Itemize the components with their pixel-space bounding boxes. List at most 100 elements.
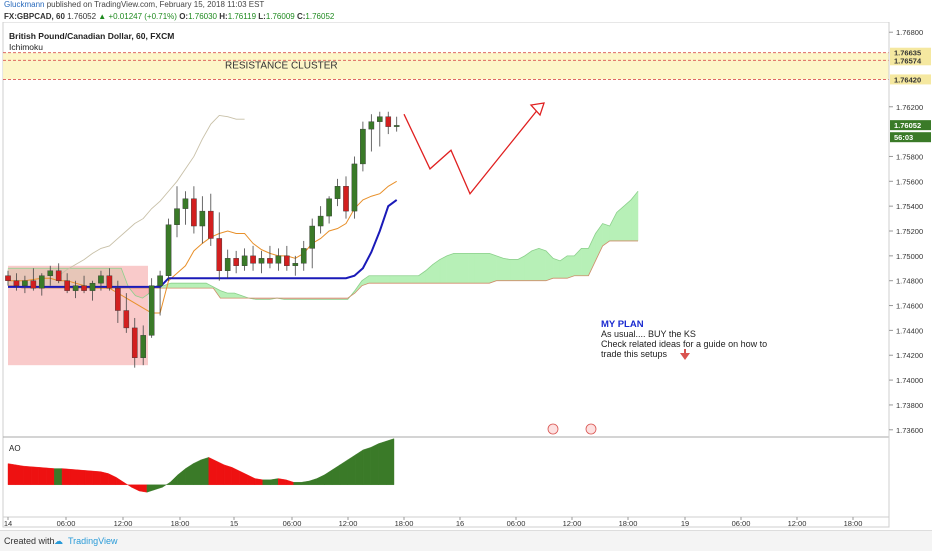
price-tick-label: 1.76800 <box>896 28 923 37</box>
cloud-bullish <box>623 199 632 242</box>
cloud-bullish <box>467 253 476 284</box>
candle-bearish <box>385 116 392 127</box>
plan-line: Check related ideas for a guide on how t… <box>601 339 767 349</box>
price-tick-label: 1.75200 <box>896 227 923 236</box>
cloud-bullish <box>375 275 384 284</box>
high-label: H: <box>219 12 228 21</box>
price-tick-label: 1.76200 <box>896 103 923 112</box>
created-with-text: Created with <box>4 536 55 546</box>
ao-bar-falling <box>84 470 94 485</box>
candle-bearish <box>64 280 70 291</box>
cloud-bullish <box>170 282 179 289</box>
price-tick-label: 1.74400 <box>896 326 923 335</box>
cloud-bullish <box>446 253 455 284</box>
ao-bar-rising <box>347 454 356 485</box>
kijun-line <box>8 199 398 288</box>
cloud-bullish <box>496 255 504 281</box>
ao-bar-falling <box>46 467 55 485</box>
ao-bar-rising <box>193 459 202 485</box>
candle-bearish <box>250 255 256 264</box>
projection-arrowhead <box>529 102 545 117</box>
ao-bar-rising <box>270 478 279 485</box>
cloud-bullish <box>517 255 525 281</box>
candle-bullish <box>140 335 147 358</box>
ao-bar-falling <box>208 457 217 485</box>
cloud-bullish <box>566 255 575 279</box>
tradingview-cloud-icon: ☁ <box>54 536 63 546</box>
price-tag-label: 1.76052 <box>894 121 921 130</box>
ao-bar-rising <box>370 443 379 485</box>
price-tag <box>890 132 931 143</box>
author-link[interactable]: Gluckmann <box>4 0 45 9</box>
price-chart[interactable]: British Pound/Canadian Dollar, 60, FXCM … <box>0 22 932 530</box>
ao-bar-falling <box>216 460 225 485</box>
candle-bullish <box>72 285 79 291</box>
ao-bar-falling <box>30 466 40 485</box>
time-tick-label: 06:00 <box>507 519 526 528</box>
time-tick-label: 18:00 <box>171 519 190 528</box>
price-tick-label: 1.75600 <box>896 177 923 186</box>
ohlc-bar: FX:GBPCAD, 60 1.76052 ▲ +0.01247 (+0.71%… <box>0 12 932 23</box>
change-up-icon: ▲ <box>98 12 107 21</box>
senkou-b-line <box>8 240 638 299</box>
resistance-label: RESISTANCE CLUSTER <box>225 60 338 71</box>
symbol-label: FX:GBPCAD, 60 <box>4 12 65 21</box>
ao-bar-falling <box>61 468 70 485</box>
open-label: O: <box>179 12 189 21</box>
candle-bullish <box>309 225 316 249</box>
plan-heading: MY PLAN <box>601 319 644 330</box>
candle-bullish <box>275 255 282 264</box>
high-value: 1.76119 <box>227 12 257 21</box>
cloud-bullish <box>503 258 511 281</box>
candle-bearish <box>343 186 349 212</box>
price-tick-label: 1.74000 <box>896 376 923 385</box>
candle-bearish <box>233 258 239 266</box>
open-value: 1.76030 <box>188 12 217 21</box>
candle-bearish <box>81 285 87 291</box>
cloud-bullish <box>482 253 490 284</box>
candle-bearish <box>55 270 62 281</box>
price-tag-label: 1.76574 <box>894 56 922 65</box>
time-tick-label: 14 <box>4 519 12 528</box>
price-tag <box>890 55 931 66</box>
cloud-bullish <box>404 275 412 284</box>
price-tick-label: 1.73800 <box>896 401 923 410</box>
resistance-zone <box>3 52 889 80</box>
time-tick-label: 18:00 <box>395 519 414 528</box>
price-axis <box>889 22 932 527</box>
low-label: L: <box>258 12 266 21</box>
chikou-line <box>58 114 245 277</box>
price-tick-label: 1.74600 <box>896 302 923 311</box>
candle-bullish <box>98 275 104 284</box>
candle-bearish <box>5 275 11 281</box>
ao-bar-rising <box>362 447 372 485</box>
ao-bar-falling <box>254 478 263 485</box>
price-tick-label: 1.74200 <box>896 351 923 360</box>
candle-bearish <box>106 275 113 289</box>
cloud-bullish <box>581 248 589 276</box>
cloud-bullish <box>382 275 391 284</box>
candle-bullish <box>174 208 180 225</box>
tradingview-brand[interactable]: TradingView <box>68 536 118 546</box>
candle-bullish <box>300 248 307 264</box>
ao-bar-falling <box>69 468 78 485</box>
footer-bar: Created with ☁ TradingView <box>0 530 932 551</box>
close-label: C: <box>296 12 306 21</box>
ao-bar-falling <box>139 484 148 493</box>
change-value: +0.01247 (+0.71%) <box>108 12 177 21</box>
candle-bearish <box>267 258 273 264</box>
price-tag-label: 1.76420 <box>894 75 921 84</box>
candle-bullish <box>224 258 231 271</box>
candle-bullish <box>165 224 172 276</box>
candle-bullish <box>199 210 206 227</box>
time-tick-label: 19 <box>681 519 689 528</box>
cloud-bullish <box>227 292 235 299</box>
candle-bullish <box>351 163 358 212</box>
cloud-bullish <box>177 282 186 289</box>
ao-bar-falling <box>92 470 101 485</box>
time-tick-label: 06:00 <box>283 519 302 528</box>
candle-bearish <box>207 210 214 239</box>
candle-bearish <box>123 310 130 329</box>
close-value: 1.76052 <box>305 12 335 21</box>
cloud-bullish <box>538 248 547 281</box>
